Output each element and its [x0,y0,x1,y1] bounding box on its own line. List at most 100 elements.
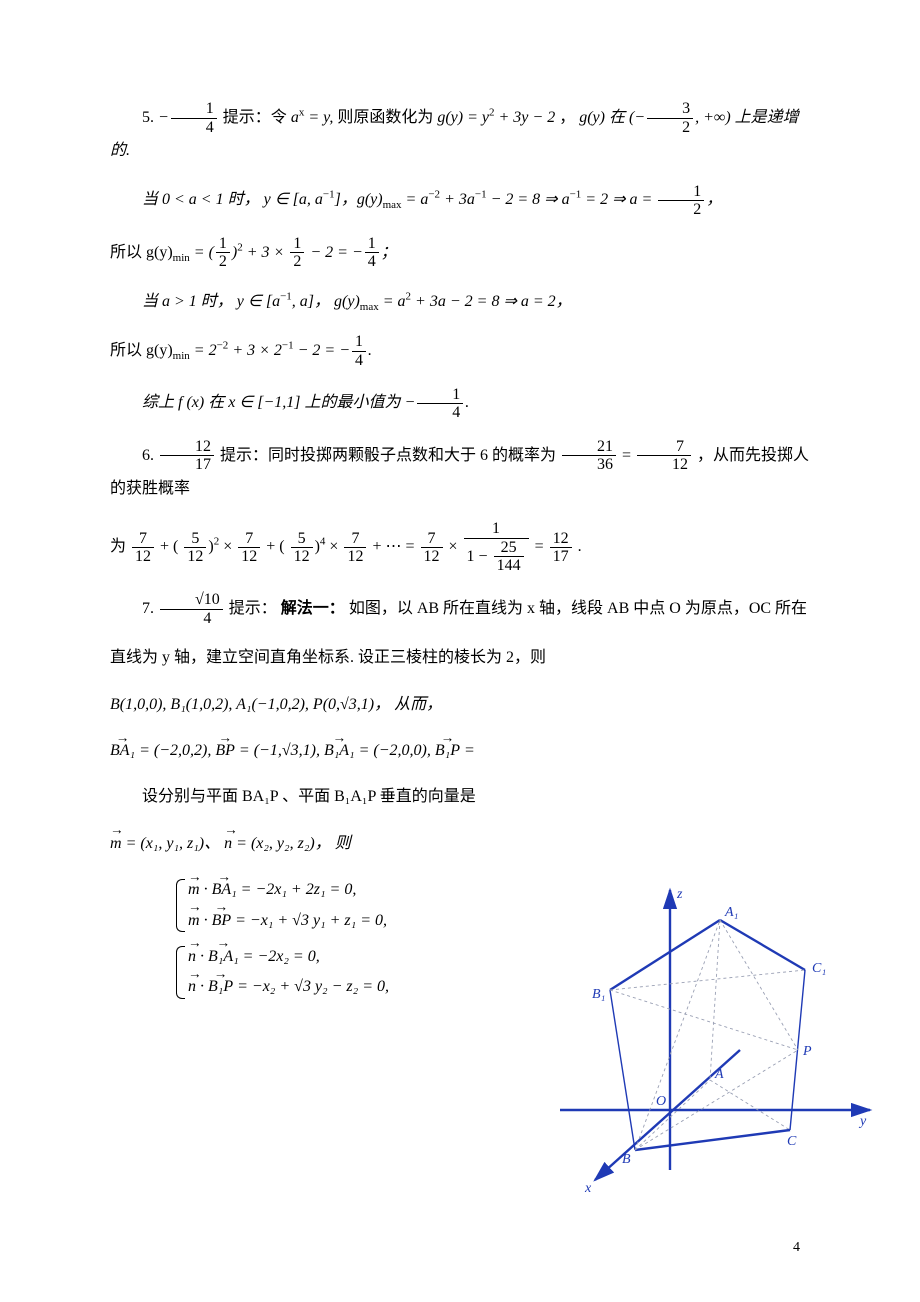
sup-m1: −1 [323,189,335,201]
sup-m1: −1 [475,189,487,201]
frac-num: 7 [344,530,366,549]
frac-den: 12 [238,548,260,566]
frac-num: √10 [160,591,223,610]
frac-num: 5 [184,530,206,549]
p7-mn: m = (x₁, y₁, z₁)、 n = (x₂, y₂, z₂)， 则 [110,829,540,859]
eq2: = −x₁ + √3 y₁ + z₁ = 0, [231,912,387,929]
mul: × [223,538,236,555]
frac-num: 7 [132,530,154,549]
so2c: + 3 × 2 [228,342,282,359]
sub-max: max [360,301,379,313]
case2c: = a [379,293,406,310]
coords: B(1,0,0), B₁(1,0,2), A₁(−1,0,2), P(0,√3,… [110,696,442,713]
v1c: = (−2,0,0), [355,742,435,759]
case1c: = a [402,191,429,208]
frac-den: 4 [417,404,463,422]
frac-den: 4 [352,352,366,370]
mn-b: = (x₂, y₂, z₂)， 则 [232,835,351,852]
mul: × [329,538,342,555]
frac-den: 2 [216,253,230,271]
case2b: , a]， g(y) [292,293,360,310]
frac-num: 25 [494,539,524,558]
conc-b: . [465,394,469,411]
eq: = [622,446,635,463]
frac-den: 17 [550,548,572,566]
so2a: 所以 g(y) [110,342,173,359]
sup-m2: −2 [428,189,440,201]
frac-num: 7 [421,530,443,549]
frac-den: 12 [421,548,443,566]
label-y: y [858,1114,867,1129]
so1f: ； [381,244,397,261]
frac-num: 1 [171,100,217,119]
p7-hint-label: 提示： [229,600,277,617]
equation-system-2: n · B₁A₁ = −2x₂ = 0, n · B₁P = −x₂ + √3 … [170,942,600,1003]
frac-den: 2 [658,201,704,219]
vec-b1p: B₁P [435,736,460,766]
set1: 设分别与平面 BA₁P 、平面 B₁A₁P 垂直的向量是 [142,788,476,805]
page-number: 4 [793,1235,800,1262]
frac-num: 12 [160,438,214,457]
eq1: = −2x₁ + 2z₁ = 0, [237,881,357,898]
frac-den: 2 [647,119,693,137]
p5-line1: 5. −14 提示：令 ax = y, 则原函数化为 g(y) = y2 + 3… [110,100,810,167]
v1d: = [460,742,475,759]
p5-so2: 所以 g(y)min = 2−2 + 3 × 2−1 − 2 = −14. [110,333,810,369]
case2a: 当 a > 1 时， y ∈ [a [142,293,280,310]
frac-num: 7 [238,530,260,549]
p5-number: 5. [142,109,158,126]
method-label: 解法一： [281,600,345,617]
frac-num: 1 [417,386,463,405]
so1d: + 3 × [243,244,289,261]
vec-bp: BP [215,736,235,766]
p6-number: 6. [142,446,158,463]
text: 则原函数化为 [337,109,437,126]
frac-num: 1 [216,235,230,254]
sup4: 4 [320,536,326,548]
so2e: . [368,342,372,359]
dot: · [200,912,212,929]
frac-num: 12 [550,530,572,549]
p7-line2: 直线为 y 轴，建立空间直角坐标系. 设正三棱柱的棱长为 2，则 [110,643,810,673]
label-c: C [787,1134,797,1149]
case1e: − 2 = 8 ⇒ a [487,191,570,208]
frac-den: 17 [160,456,214,474]
supm1: −1 [282,340,294,352]
equation-system-1: m · BA₁ = −2x₁ + 2z₁ = 0, m · BP = −x₁ +… [170,875,600,936]
p6-line2: 为 712 + ( 512)2 × 712 + ( 512)4 × 712 + … [110,520,810,575]
frac-den: 36 [562,456,616,474]
p7-vectors: BA₁ = (−2,0,2), BP = (−1,√3,1), B₁A₁ = (… [110,736,540,766]
case1f: = 2 ⇒ a = [581,191,656,208]
v1a: = (−2,0,2), [135,742,215,759]
vec-n: n [188,972,196,1002]
frac-num: 1 [658,183,704,202]
eq3: = −2x₂ = 0, [239,948,320,965]
v1b: = (−1,√3,1), [235,742,324,759]
mn-a: = (x₁, y₁, z₁)、 [122,835,225,852]
sub-min: min [173,252,190,264]
so1b: = ( [194,244,214,261]
frac-den: 4 [160,610,223,628]
supm2: −2 [217,340,229,352]
dot: · [196,948,208,965]
p5-case2: 当 a > 1 时， y ∈ [a−1, a]， g(y)max = a2 + … [110,287,810,317]
label-b: B [622,1152,631,1167]
eq4: = −x₂ + √3 y₂ − z₂ = 0, [233,978,389,995]
edge-a-c [710,1080,790,1130]
so1e: − 2 = − [306,244,362,261]
p7-body1: 如图，以 AB 所在直线为 x 轴，线段 AB 中点 O 为原点，OC 所在 [349,600,807,617]
vec-m: m [110,829,122,859]
label-a: A [714,1067,724,1082]
neg-sign: − [158,109,169,126]
frac-num: 1 [464,520,529,539]
vec-b1p: B₁P [208,972,233,1002]
frac-den: 144 [494,557,524,575]
case2d: + 3a − 2 = 8 ⇒ a = 2， [411,293,572,310]
p7-number: 7. [142,600,158,617]
dots: + ⋯ = [372,538,418,555]
edge-b1-b [610,990,635,1150]
frac-den: 12 [132,548,154,566]
var-a: a [291,109,299,126]
complex-den: 1 − 25144 [464,539,529,575]
frac-num: 1 [352,333,366,352]
